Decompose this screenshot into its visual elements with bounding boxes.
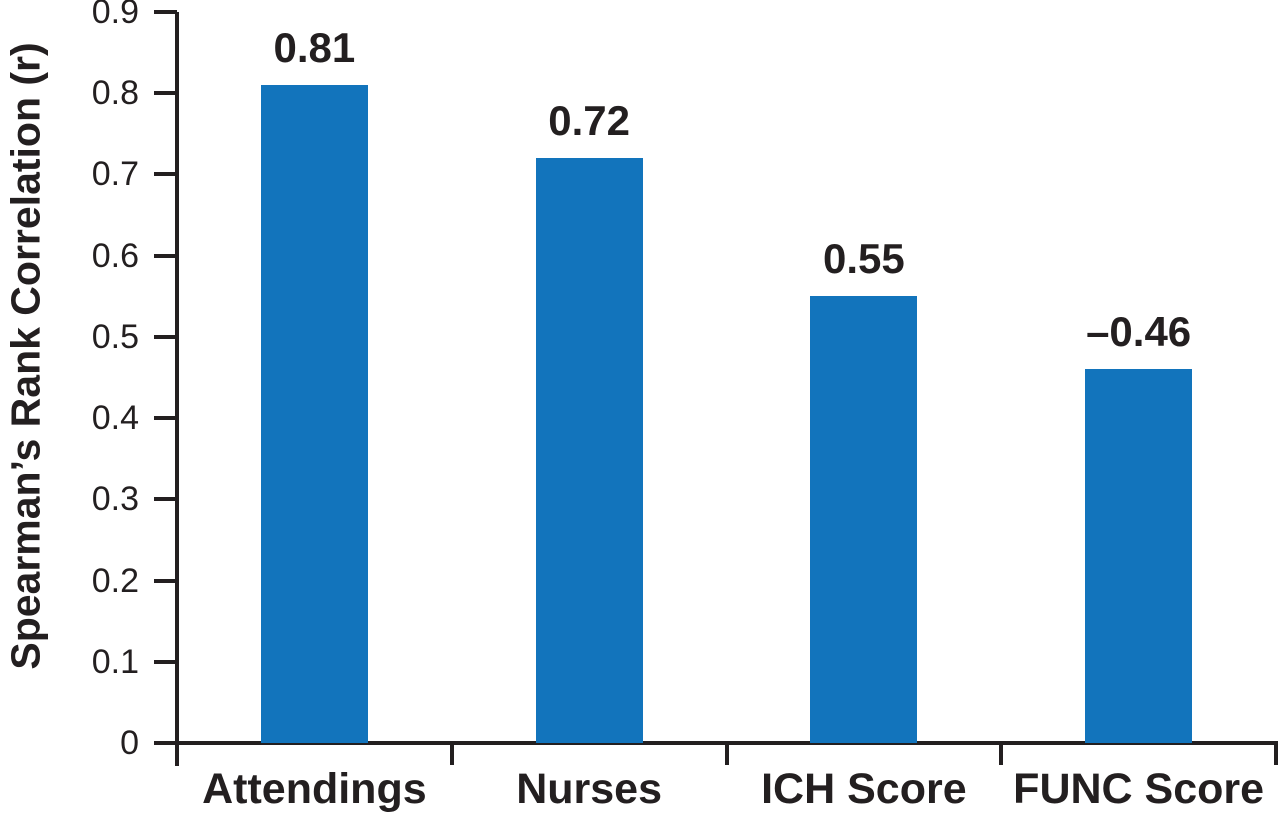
y-tick-label: 0.5 [91,317,139,356]
x-category-label: ICH Score [761,765,967,813]
bar [535,158,643,743]
x-axis-line [154,741,1278,745]
y-tick [154,416,177,421]
x-category-label: Attendings [202,765,427,813]
bar [1085,369,1193,743]
y-tick-label: 0.1 [91,642,139,681]
x-tick [1274,743,1278,765]
x-category-label: FUNC Score [1013,765,1265,813]
bar-value-label: 0.72 [548,97,630,145]
bar [260,85,368,743]
x-tick [449,743,454,765]
y-tick-label: 0.8 [91,74,139,113]
y-tick [154,91,177,96]
y-tick [154,10,177,14]
y-tick-label: 0 [120,724,139,762]
x-tick [999,743,1004,765]
y-axis-line [175,12,179,766]
bar-value-label: –0.46 [1086,308,1192,356]
y-tick-label: 0.6 [91,236,139,275]
y-tick [154,334,177,339]
bar [810,296,918,743]
x-category-label: Nurses [516,765,663,813]
y-tick-label: 0.3 [91,480,139,519]
y-tick [154,253,177,258]
y-tick [154,497,177,502]
y-tick [154,172,177,177]
y-tick [154,578,177,583]
y-tick-label: 0.2 [91,561,139,600]
y-tick-label: 0.9 [91,0,139,31]
y-tick [154,659,177,664]
y-tick-label: 0.7 [91,155,139,194]
bar-value-label: 0.55 [823,235,905,283]
x-tick [724,743,729,765]
bar-value-label: 0.81 [273,24,356,72]
y-tick-label: 0.4 [91,399,139,438]
